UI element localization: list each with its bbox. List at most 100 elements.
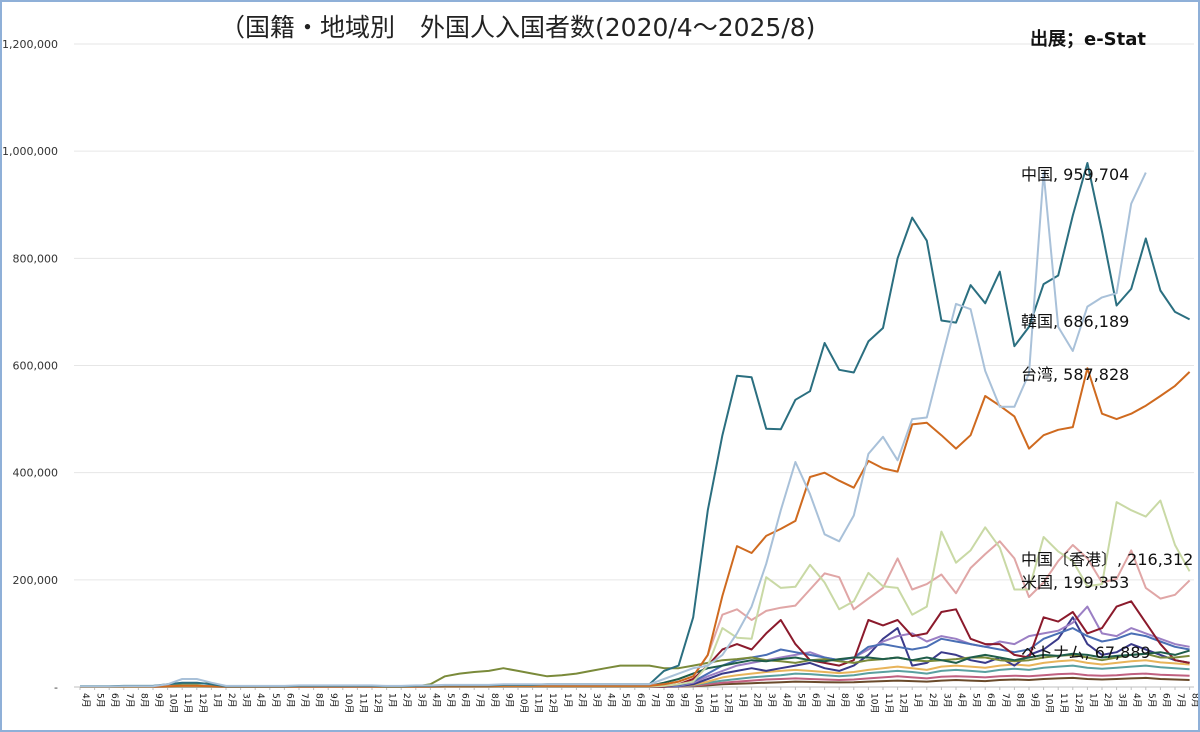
x-tick-label: 9月 xyxy=(153,693,164,708)
x-tick-label: 4月 xyxy=(606,693,617,708)
series-end-label: 米国, 199,353 xyxy=(1021,573,1129,592)
x-tick-label: 9月 xyxy=(328,693,339,708)
series-labels: 中国, 959,704 韓国, 686,189 台湾, 587,828 中国〔香港〕,… xyxy=(1021,165,1193,662)
y-tick-label: 800,000 xyxy=(13,252,59,265)
x-tick-label: 7月 xyxy=(474,693,485,708)
y-tick-label: 400,000 xyxy=(13,467,59,480)
x-tick-label: 4月 xyxy=(80,693,91,708)
x-tick-label: 7月 xyxy=(299,693,310,708)
x-tick-label: 5月 xyxy=(971,693,982,708)
x-tick-label: 5月 xyxy=(445,693,456,708)
x-tick-label: 5月 xyxy=(95,693,106,708)
x-tick-label: 7月 xyxy=(1175,693,1186,708)
y-tick-label: 600,000 xyxy=(13,360,59,373)
x-tick-label: 11月 xyxy=(182,693,193,713)
chart-title: （国籍・地域別 外国人入国者数(2020/4～2025/8) xyxy=(220,13,815,42)
x-tick-label: 1月 xyxy=(1087,693,1098,708)
x-tick-label: 10月 xyxy=(1044,693,1055,713)
x-tick-label: 7月 xyxy=(825,693,836,708)
x-tick-label: 8月 xyxy=(489,693,500,708)
series-line xyxy=(80,659,1190,688)
x-tick-label: 10月 xyxy=(868,693,879,713)
x-tick-label: 4月 xyxy=(430,693,441,708)
series-end-label: 中国〔香港〕, 216,312 xyxy=(1021,550,1193,569)
x-tick-label: 12月 xyxy=(197,693,208,713)
x-tick-label: 8月 xyxy=(1014,693,1025,708)
x-tick-label: 2月 xyxy=(1102,693,1113,708)
source-note: 出展；e-Stat xyxy=(1030,28,1146,50)
x-tick-label: 2月 xyxy=(226,693,237,708)
x-tick-label: 8月 xyxy=(839,693,850,708)
x-tick-label: 6月 xyxy=(1160,693,1171,708)
x-tick-label: 2月 xyxy=(401,693,412,708)
y-tick-label: 1,200,000 xyxy=(2,38,58,51)
x-tick-label: 5月 xyxy=(270,693,281,708)
x-tick-label: 7月 xyxy=(649,693,660,708)
x-tick-label: 11月 xyxy=(883,693,894,713)
x-tick-label: 6月 xyxy=(985,693,996,708)
x-axis-ticks: 4月 5月 6月 7月 8月 9月 10月 11月 12月 1月 2月 3月 4月 5月 6月 7月 8月 9月 1… xyxy=(79,687,1198,713)
x-tick-label: 6月 xyxy=(635,693,646,708)
x-tick-label: 1月 xyxy=(562,693,573,708)
x-tick-label: 11月 xyxy=(533,693,544,713)
x-tick-label: 5月 xyxy=(795,693,806,708)
x-tick-label: 12月 xyxy=(372,693,383,713)
x-tick-label: 8月 xyxy=(1190,693,1198,708)
series-end-label: 台湾, 587,828 xyxy=(1021,365,1129,384)
x-tick-label: 11月 xyxy=(357,693,368,713)
x-tick-label: 1月 xyxy=(737,693,748,708)
x-tick-label: 10月 xyxy=(693,693,704,713)
series-end-label: 中国, 959,704 xyxy=(1021,165,1129,184)
x-tick-label: 3月 xyxy=(1117,693,1128,708)
x-tick-label: 7月 xyxy=(1000,693,1011,708)
x-tick-label: 6月 xyxy=(109,693,120,708)
x-tick-label: 4月 xyxy=(255,693,266,708)
x-tick-label: 9月 xyxy=(1029,693,1040,708)
x-tick-label: 4月 xyxy=(1131,693,1142,708)
y-tick-label: 1,000,000 xyxy=(2,145,58,158)
x-tick-label: 2月 xyxy=(927,693,938,708)
x-tick-label: 10月 xyxy=(168,693,179,713)
x-tick-label: 9月 xyxy=(503,693,514,708)
x-tick-label: 8月 xyxy=(138,693,149,708)
x-tick-label: 5月 xyxy=(1146,693,1157,708)
x-tick-label: 10月 xyxy=(518,693,529,713)
x-tick-label: 10月 xyxy=(343,693,354,713)
x-tick-label: 11月 xyxy=(708,693,719,713)
x-tick-label: 3月 xyxy=(941,693,952,708)
x-tick-label: 3月 xyxy=(241,693,252,708)
gridlines xyxy=(74,43,1194,581)
y-tick-label: - xyxy=(54,681,58,694)
x-tick-label: 4月 xyxy=(781,693,792,708)
x-tick-label: 6月 xyxy=(460,693,471,708)
series-end-label: ベトナム, 67,889 xyxy=(1021,643,1151,662)
x-tick-label: 9月 xyxy=(679,693,690,708)
series-line xyxy=(80,162,1191,688)
x-tick-label: 5月 xyxy=(620,693,631,708)
x-tick-label: 8月 xyxy=(664,693,675,708)
x-tick-label: 7月 xyxy=(124,693,135,708)
x-tick-label: 3月 xyxy=(416,693,427,708)
x-tick-label: 4月 xyxy=(956,693,967,708)
x-tick-label: 2月 xyxy=(752,693,763,708)
series-end-label: 韓国, 686,189 xyxy=(1021,312,1129,331)
x-tick-label: 1月 xyxy=(211,693,222,708)
x-tick-label: 1月 xyxy=(912,693,923,708)
series-lines xyxy=(80,162,1191,688)
x-tick-label: 1月 xyxy=(387,693,398,708)
y-tick-label: 200,000 xyxy=(13,574,59,587)
y-axis-ticks: - 200,000 400,000 600,000 800,000 1,000,000 1,… xyxy=(2,38,58,694)
x-tick-label: 6月 xyxy=(810,693,821,708)
x-tick-label: 8月 xyxy=(314,693,325,708)
x-tick-label: 12月 xyxy=(898,693,909,713)
x-tick-label: 3月 xyxy=(766,693,777,708)
series-line xyxy=(80,171,1147,688)
x-tick-label: 9月 xyxy=(854,693,865,708)
x-tick-label: 12月 xyxy=(722,693,733,713)
x-tick-label: 12月 xyxy=(547,693,558,713)
x-tick-label: 12月 xyxy=(1073,693,1084,713)
x-tick-label: 11月 xyxy=(1058,693,1069,713)
x-tick-label: 3月 xyxy=(591,693,602,708)
